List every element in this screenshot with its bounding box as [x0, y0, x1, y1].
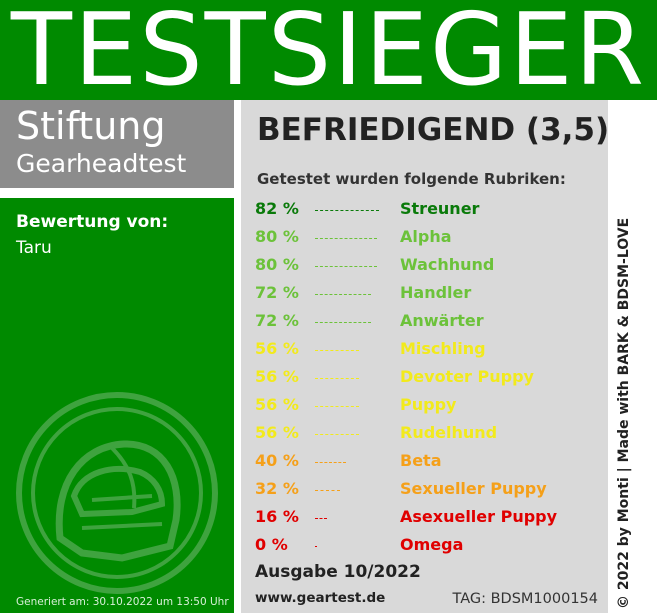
category-score-line: [315, 518, 327, 519]
brand-block: Stiftung Gearheadtest: [0, 100, 234, 188]
category-score-line: [315, 434, 359, 435]
category-percent: 72 %: [255, 311, 299, 330]
category-row: 82 % Streuner: [255, 197, 605, 225]
category-name: Streuner: [400, 199, 480, 218]
category-row: 56 % Mischling: [255, 337, 605, 365]
rating-label: Bewertung von:: [16, 212, 169, 232]
issue-label: Ausgabe 10/2022: [255, 562, 421, 582]
category-score-line: [315, 322, 371, 323]
category-name: Anwärter: [400, 311, 484, 330]
category-name: Beta: [400, 451, 442, 470]
banner-title: TESTSIEGER: [10, 0, 647, 100]
brand-line-1: Stiftung: [16, 104, 166, 148]
category-percent: 82 %: [255, 199, 299, 218]
category-row: 56 % Rudelhund: [255, 421, 605, 449]
category-percent: 72 %: [255, 283, 299, 302]
generated-timestamp: Generiert am: 30.10.2022 um 13:50 Uhr: [16, 596, 229, 608]
category-score-line: [315, 546, 317, 547]
category-row: 56 % Puppy: [255, 393, 605, 421]
category-score-line: [315, 378, 359, 379]
category-name: Asexueller Puppy: [400, 507, 558, 526]
category-name: Handler: [400, 283, 472, 302]
category-score-line: [315, 406, 359, 407]
category-percent: 80 %: [255, 227, 299, 246]
category-name: Alpha: [400, 227, 452, 246]
category-name: Omega: [400, 535, 464, 554]
category-percent: 40 %: [255, 451, 299, 470]
category-row: 0 % Omega: [255, 533, 605, 561]
category-row: 80 % Alpha: [255, 225, 605, 253]
helmet-emblem-icon: [12, 388, 222, 602]
rater-name: Taru: [16, 238, 52, 258]
category-row: 40 % Beta: [255, 449, 605, 477]
category-name: Mischling: [400, 339, 486, 358]
category-row: 16 % Asexueller Puppy: [255, 505, 605, 533]
tag-id: TAG: BDSM1000154: [452, 591, 598, 607]
category-percent: 56 %: [255, 367, 299, 386]
category-percent: 32 %: [255, 479, 299, 498]
website-link[interactable]: www.geartest.de: [255, 590, 386, 606]
results-panel: BEFRIEDIGEND (3,5) Getestet wurden folge…: [241, 100, 610, 613]
category-score-line: [315, 350, 359, 351]
category-row: 80 % Wachhund: [255, 253, 605, 281]
category-percent: 56 %: [255, 339, 299, 358]
category-score-line: [315, 238, 377, 239]
category-score-line: [315, 266, 377, 267]
category-row: 72 % Anwärter: [255, 309, 605, 337]
reviewer-panel: Bewertung von: Taru Generiert am: 30.10.…: [0, 198, 234, 613]
category-percent: 0 %: [255, 535, 288, 554]
testsieger-banner: TESTSIEGER: [0, 0, 657, 100]
category-name: Rudelhund: [400, 423, 498, 442]
category-percent: 56 %: [255, 395, 299, 414]
category-row: 56 % Devoter Puppy: [255, 365, 605, 393]
category-name: Devoter Puppy: [400, 367, 534, 386]
category-score-line: [315, 462, 346, 463]
category-name: Wachhund: [400, 255, 495, 274]
category-score-line: [315, 210, 379, 211]
category-name: Puppy: [400, 395, 457, 414]
category-name: Sexueller Puppy: [400, 479, 547, 498]
credit-text: © 2022 by Monti | Made with BARK & BDSM-…: [616, 217, 632, 609]
category-percent: 80 %: [255, 255, 299, 274]
category-score-line: [315, 490, 340, 491]
category-row: 32 % Sexueller Puppy: [255, 477, 605, 505]
category-percent: 16 %: [255, 507, 299, 526]
credit-line: © 2022 by Monti | Made with BARK & BDSM-…: [612, 213, 636, 609]
categories-intro: Getestet wurden folgende Rubriken:: [257, 170, 566, 188]
category-row: 72 % Handler: [255, 281, 605, 309]
verdict-grade: BEFRIEDIGEND (3,5): [257, 112, 610, 148]
category-score-line: [315, 294, 371, 295]
category-list: 82 % Streuner 80 % Alpha 80 % Wachhund 72 % Han…: [255, 197, 605, 561]
brand-line-2: Gearheadtest: [16, 149, 187, 178]
category-percent: 56 %: [255, 423, 299, 442]
